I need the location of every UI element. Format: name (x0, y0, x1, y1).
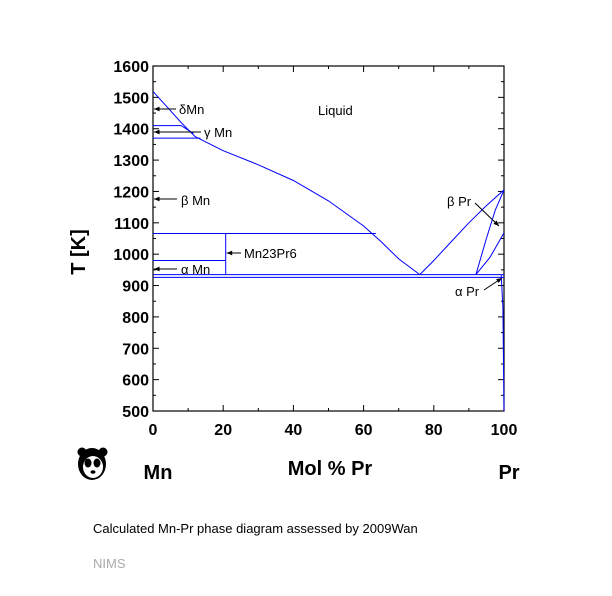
phase-label-beta-mn: β Mn (181, 193, 210, 208)
arrow-beta-pr (474, 202, 500, 227)
arrow-beta-mn-head (154, 196, 160, 202)
x-tick-label: 100 (491, 422, 518, 439)
y-tick-label: 1200 (113, 184, 149, 201)
y-tick-label: 1600 (113, 59, 149, 76)
y-tick-label: 1300 (113, 153, 149, 170)
phase-boundary-11 (475, 232, 505, 275)
phase-boundary-1 (152, 91, 421, 276)
y-axis-title: T [K] (68, 229, 90, 275)
arrow-compound-head (226, 250, 233, 256)
phase-label-beta-pr: β Pr (447, 194, 472, 209)
y-tick-label: 1100 (114, 216, 149, 233)
y-tick-label: 1500 (113, 90, 149, 107)
phase-boundaries (152, 91, 505, 412)
arrow-delta-mn-head (154, 106, 160, 112)
y-tick-label: 1000 (113, 247, 149, 264)
x-axis-title: Mol % Pr (288, 458, 373, 480)
y-tick-label: 1400 (113, 122, 149, 139)
arrow-alpha-pr-head (496, 278, 502, 284)
y-tick-label: 900 (122, 279, 149, 296)
axis-ticks: 5006007008009001000110012001300140015001… (113, 59, 517, 439)
x-tick-label: 20 (214, 422, 232, 439)
phase-label-liquid: Liquid (318, 103, 353, 118)
y-tick-label: 700 (122, 341, 149, 358)
phase-label-alpha-pr: α Pr (455, 284, 480, 299)
y-tick-label: 500 (122, 404, 149, 421)
phase-label-delta-mn: δMn (179, 102, 204, 117)
label-arrows (154, 106, 503, 291)
phase-label-compound: Mn23Pr6 (244, 246, 297, 261)
phase-boundary-2 (419, 189, 505, 275)
arrow-alpha-mn-head (154, 266, 160, 272)
phase-boundary-3 (153, 125, 194, 134)
right-element-label: Pr (498, 462, 519, 484)
arrow-gamma-mn-head (154, 129, 160, 135)
credit-text: NIMS (93, 556, 126, 571)
x-tick-label: 60 (355, 422, 373, 439)
phase-label-alpha-mn: α Mn (181, 262, 210, 277)
phase-boundary-12 (500, 274, 505, 412)
arrow-beta-pr-head (493, 220, 499, 226)
phase-boundary-10 (475, 189, 505, 275)
x-tick-label: 40 (285, 422, 303, 439)
figure-caption: Calculated Mn-Pr phase diagram assessed … (93, 521, 418, 536)
y-tick-label: 800 (122, 310, 149, 327)
panda-logo-icon (77, 447, 108, 480)
x-tick-label: 80 (425, 422, 443, 439)
left-element-label: Mn (144, 462, 173, 484)
y-tick-label: 600 (122, 373, 149, 390)
x-tick-label: 0 (149, 422, 158, 439)
phase-label-gamma-mn: γ Mn (204, 125, 232, 140)
